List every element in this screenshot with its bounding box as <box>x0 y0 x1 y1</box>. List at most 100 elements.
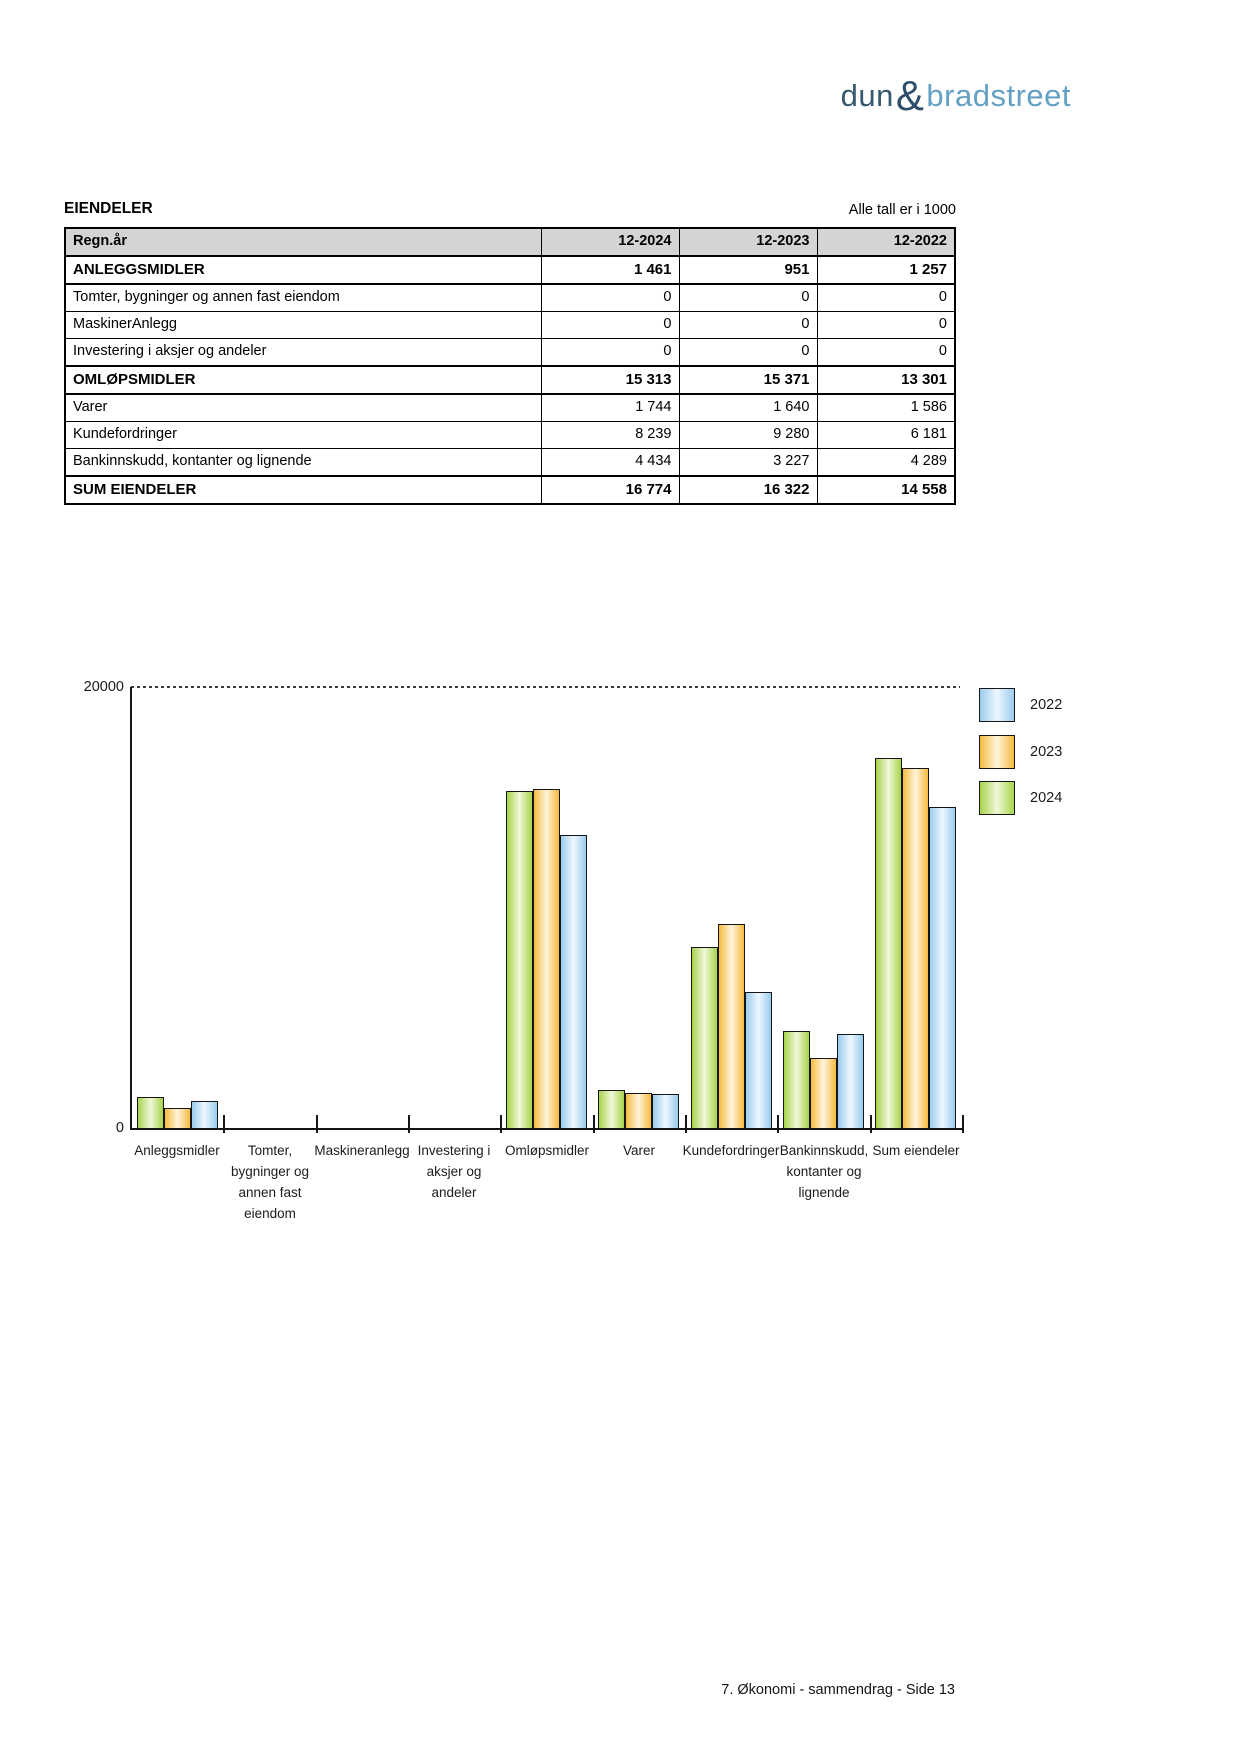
bar-2024 <box>598 1090 625 1129</box>
row-label: MaskinerAnlegg <box>64 311 542 339</box>
row-label: OMLØPSMIDLER <box>64 365 542 395</box>
y-axis-line <box>130 687 132 1130</box>
x-axis-tick <box>777 1115 779 1133</box>
page-title: EIENDELER <box>64 200 153 217</box>
bar-2023 <box>164 1108 191 1129</box>
x-category-label: Omløpsmidler <box>504 1143 589 1158</box>
cell-value: 14 558 <box>816 475 956 505</box>
x-axis-tick <box>870 1115 872 1133</box>
cell-value: 9 280 <box>678 421 818 449</box>
bar-2024 <box>506 791 533 1129</box>
bar-2024 <box>137 1097 164 1129</box>
legend-label-2024: 2024 <box>1030 790 1063 806</box>
bar-2023 <box>810 1058 837 1129</box>
cell-value: 13 301 <box>816 365 956 395</box>
cell-value: 0 <box>540 311 680 339</box>
row-label: ANLEGGSMIDLER <box>64 255 542 285</box>
x-category-label: Anleggsmidler <box>134 1143 220 1158</box>
x-category-label: Varer <box>622 1143 655 1158</box>
bar-2024 <box>783 1031 810 1129</box>
cell-value: 15 313 <box>540 365 680 395</box>
cell-value: 4 434 <box>540 448 680 477</box>
cell-value: 6 181 <box>816 421 956 449</box>
bar-2022 <box>745 992 772 1129</box>
legend-swatch-2023 <box>979 735 1015 769</box>
column-header-12-2024: 12-2024 <box>540 227 680 257</box>
cell-value: 0 <box>678 311 818 339</box>
footer-page-label: 7. Økonomi - sammendrag - Side 13 <box>721 1682 955 1698</box>
logo-text-dun: dun <box>840 78 894 113</box>
legend-swatch-2022 <box>979 688 1015 722</box>
x-axis-tick <box>223 1115 225 1133</box>
cell-value: 0 <box>540 283 680 312</box>
row-label: Kundefordringer <box>64 421 542 449</box>
y-tick-label-0: 0 <box>115 1120 124 1136</box>
table-body: ANLEGGSMIDLER 1 461 951 1 257 Tomter, bygnin… <box>64 255 956 505</box>
table-row: Investering i aksjer og andeler 0 0 0 <box>64 338 956 367</box>
bar-2023 <box>718 924 745 1129</box>
x-axis-tick <box>962 1115 964 1133</box>
table-row: MaskinerAnlegg 0 0 0 <box>64 311 956 339</box>
bar-2022 <box>929 807 956 1129</box>
cell-value: 15 371 <box>678 365 818 395</box>
row-label: SUM EIENDELER <box>64 475 542 505</box>
bar-2022 <box>191 1101 218 1129</box>
cell-value: 16 774 <box>540 475 680 505</box>
x-category-label: Bankinnskudd, kontanter og lignende <box>779 1143 869 1200</box>
bar-2024 <box>691 947 718 1129</box>
bar-2023 <box>902 768 929 1129</box>
column-header-12-2023: 12-2023 <box>678 227 818 257</box>
bar-2024 <box>875 758 902 1129</box>
x-category-label: Maskineranlegg <box>314 1143 410 1158</box>
logo-text-bradstreet: bradstreet <box>926 78 1071 113</box>
table-row: Kundefordringer 8 239 9 280 6 181 <box>64 421 956 449</box>
x-category-label: Kundefordringer <box>682 1143 780 1158</box>
x-axis-tick <box>408 1115 410 1133</box>
cell-value: 0 <box>816 338 956 367</box>
dun-bradstreet-logo: dun & bradstreet <box>840 68 1071 119</box>
bar-2023 <box>625 1093 652 1129</box>
x-axis-tick <box>500 1115 502 1133</box>
bar-2022 <box>837 1034 864 1129</box>
cell-value: 1 461 <box>540 255 680 285</box>
x-category-label: Investering i aksjer og andeler <box>417 1143 491 1200</box>
table-header-row: Regn.år 12-2024 12-2023 12-2022 <box>64 227 956 257</box>
financial-table: Regn.år 12-2024 12-2023 12-2022 ANLEGGSM… <box>64 227 956 505</box>
units-note: Alle tall er i 1000 <box>848 202 956 218</box>
table-row: ANLEGGSMIDLER 1 461 951 1 257 <box>64 255 956 285</box>
bar-2022 <box>560 835 587 1129</box>
section-heading-row: EIENDELER Alle tall er i 1000 <box>64 200 956 218</box>
table-row: OMLØPSMIDLER 15 313 15 371 13 301 <box>64 365 956 395</box>
cell-value: 0 <box>678 283 818 312</box>
cell-value: 3 227 <box>678 448 818 477</box>
x-category-label: Sum eiendeler <box>872 1143 960 1158</box>
y-tick-label-20000: 20000 <box>83 679 124 695</box>
bar-2022 <box>652 1094 679 1129</box>
bar-2023 <box>533 789 560 1129</box>
legend-swatch-2024 <box>979 781 1015 815</box>
row-label: Bankinnskudd, kontanter og lignende <box>64 448 542 477</box>
ampersand-icon: & <box>895 72 925 119</box>
x-axis-tick <box>316 1115 318 1133</box>
cell-value: 0 <box>540 338 680 367</box>
legend-label-2022: 2022 <box>1030 697 1063 713</box>
x-axis-tick <box>593 1115 595 1133</box>
cell-value: 8 239 <box>540 421 680 449</box>
table-row: SUM EIENDELER 16 774 16 322 14 558 <box>64 475 956 505</box>
cell-value: 951 <box>678 255 818 285</box>
column-header-12-2022: 12-2022 <box>816 227 956 257</box>
cell-value: 1 257 <box>816 255 956 285</box>
legend-label-2023: 2023 <box>1030 744 1063 760</box>
cell-value: 1 640 <box>678 393 818 422</box>
x-axis-line <box>130 1128 964 1130</box>
row-label: Investering i aksjer og andeler <box>64 338 542 367</box>
gridline-20000 <box>131 686 960 688</box>
cell-value: 0 <box>678 338 818 367</box>
balance-sheet-section: EIENDELER Alle tall er i 1000 Regn.år 12… <box>64 200 956 505</box>
column-header-regnar: Regn.år <box>64 227 542 257</box>
x-axis-tick <box>685 1115 687 1133</box>
x-category-label: Tomter, bygninger og annen fast eiendom <box>230 1143 310 1221</box>
cell-value: 0 <box>816 311 956 339</box>
